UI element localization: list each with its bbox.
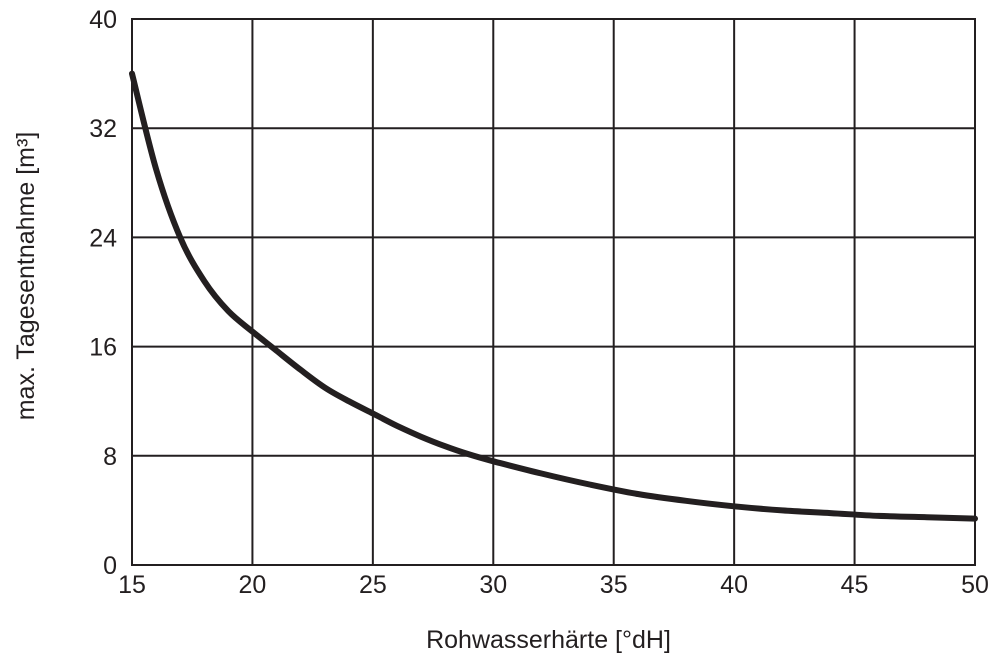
- x-tick-label: 35: [600, 571, 628, 599]
- x-tick-label: 45: [841, 571, 869, 599]
- series-line: [129, 70, 978, 522]
- x-tick-label: 50: [961, 571, 989, 599]
- x-tick-label: 25: [359, 571, 387, 599]
- x-axis-label: Rohwasserhärte [°dH]: [426, 626, 671, 654]
- horizontal-gridlines: [132, 18, 975, 566]
- series-group: [129, 70, 978, 522]
- x-tick-labels: 15 20 25 30 35 40 45 50: [118, 571, 989, 599]
- y-tick-label: 8: [103, 443, 117, 471]
- y-tick-label: 16: [89, 334, 117, 362]
- x-tick-label: 15: [118, 571, 146, 599]
- y-tick-label: 32: [89, 115, 117, 143]
- x-tick-label: 20: [239, 571, 267, 599]
- y-tick-label: 40: [89, 6, 117, 34]
- plot-area-frame: [131, 18, 976, 566]
- x-tick-label: 40: [720, 571, 748, 599]
- vertical-gridlines: [131, 19, 976, 565]
- x-tick-label: 30: [479, 571, 507, 599]
- y-tick-labels: 0 8 16 24 32 40: [89, 6, 117, 580]
- y-tick-label: 0: [103, 552, 117, 580]
- y-axis-label: max. Tagesentnahme [m³]: [12, 132, 40, 421]
- y-tick-label: 24: [89, 224, 117, 252]
